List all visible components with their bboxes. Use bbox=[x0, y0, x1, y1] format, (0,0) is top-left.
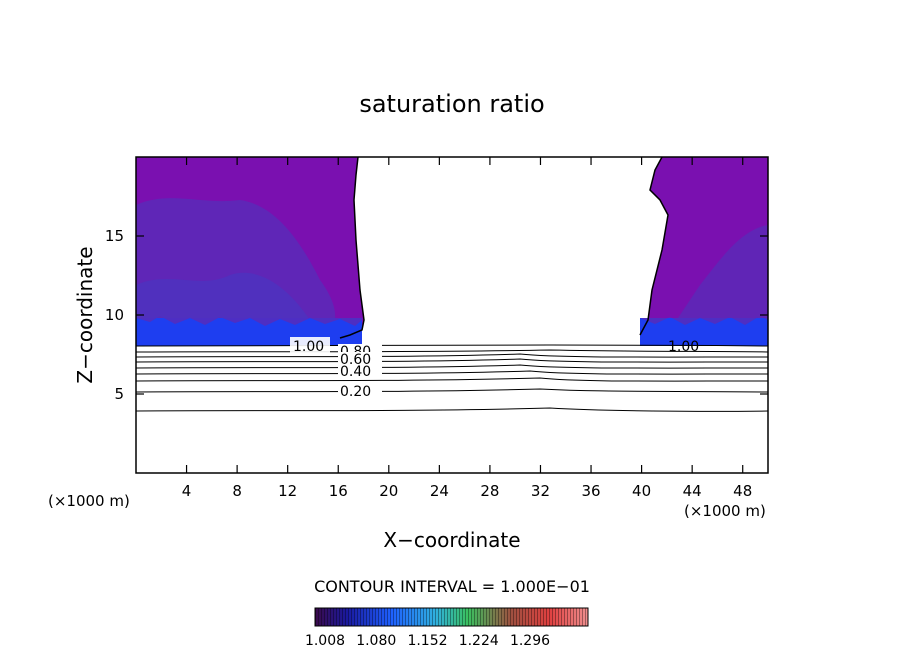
x-tick-label: 44 bbox=[683, 482, 702, 500]
x-tick-label: 32 bbox=[531, 482, 550, 500]
x-tick-label: 48 bbox=[733, 482, 752, 500]
left-cloud-core bbox=[136, 272, 310, 330]
chart-title: saturation ratio bbox=[359, 90, 544, 118]
x-tick-label: 28 bbox=[480, 482, 499, 500]
left-cloud-outline bbox=[339, 157, 365, 339]
contour-label: 0.20 bbox=[340, 384, 371, 400]
colorbar-ticks: 1.008 1.080 1.152 1.224 1.296 bbox=[305, 633, 550, 649]
colorbar-tick-label: 1.224 bbox=[459, 633, 499, 649]
colorbar-tick-label: 1.080 bbox=[356, 633, 396, 649]
x-tick-label: 36 bbox=[581, 482, 600, 500]
contour-lines bbox=[136, 344, 768, 412]
right-cloud-outline bbox=[639, 157, 669, 336]
y-tick-label: 10 bbox=[105, 306, 124, 324]
x-tick-label: 16 bbox=[329, 482, 348, 500]
x-tick-label: 40 bbox=[632, 482, 651, 500]
right-band-noise bbox=[640, 316, 768, 325]
colorbar bbox=[314, 607, 589, 627]
y-axis-label: Z−coordinate bbox=[73, 246, 97, 383]
x-tick-label: 12 bbox=[278, 482, 297, 500]
contour-label: 1.00 bbox=[293, 339, 324, 355]
colorbar-hatch bbox=[315, 608, 588, 626]
x-ticks: 4 8 12 16 20 24 28 32 36 40 44 48 bbox=[182, 157, 752, 500]
colorbar-tick-label: 1.152 bbox=[407, 633, 447, 649]
colorbar-tick-label: 1.008 bbox=[305, 633, 345, 649]
y-ticks: 5 10 15 bbox=[105, 227, 768, 403]
y-tick-label: 15 bbox=[105, 227, 124, 245]
x-tick-label: 24 bbox=[430, 482, 449, 500]
x-axis-label: X−coordinate bbox=[383, 528, 520, 552]
y-tick-label: 5 bbox=[114, 385, 124, 403]
contour-interval-text: CONTOUR INTERVAL = 1.000E−01 bbox=[314, 577, 590, 596]
left-band-noise bbox=[136, 316, 362, 326]
x-unit-right: (×1000 m) bbox=[684, 502, 766, 520]
contour-label: 0.40 bbox=[340, 364, 371, 380]
x-unit-left: (×1000 m) bbox=[48, 492, 130, 510]
x-tick-label: 4 bbox=[182, 482, 192, 500]
contour-label: 1.00 bbox=[668, 339, 699, 355]
colorbar-tick-label: 1.296 bbox=[510, 633, 550, 649]
x-tick-label: 20 bbox=[379, 482, 398, 500]
right-cloud-inner bbox=[670, 225, 768, 330]
contour-label-layer: 1.00 0.80 0.60 0.40 0.20 1.00 bbox=[290, 337, 699, 400]
plot-area bbox=[136, 157, 768, 412]
x-tick-label: 8 bbox=[232, 482, 242, 500]
